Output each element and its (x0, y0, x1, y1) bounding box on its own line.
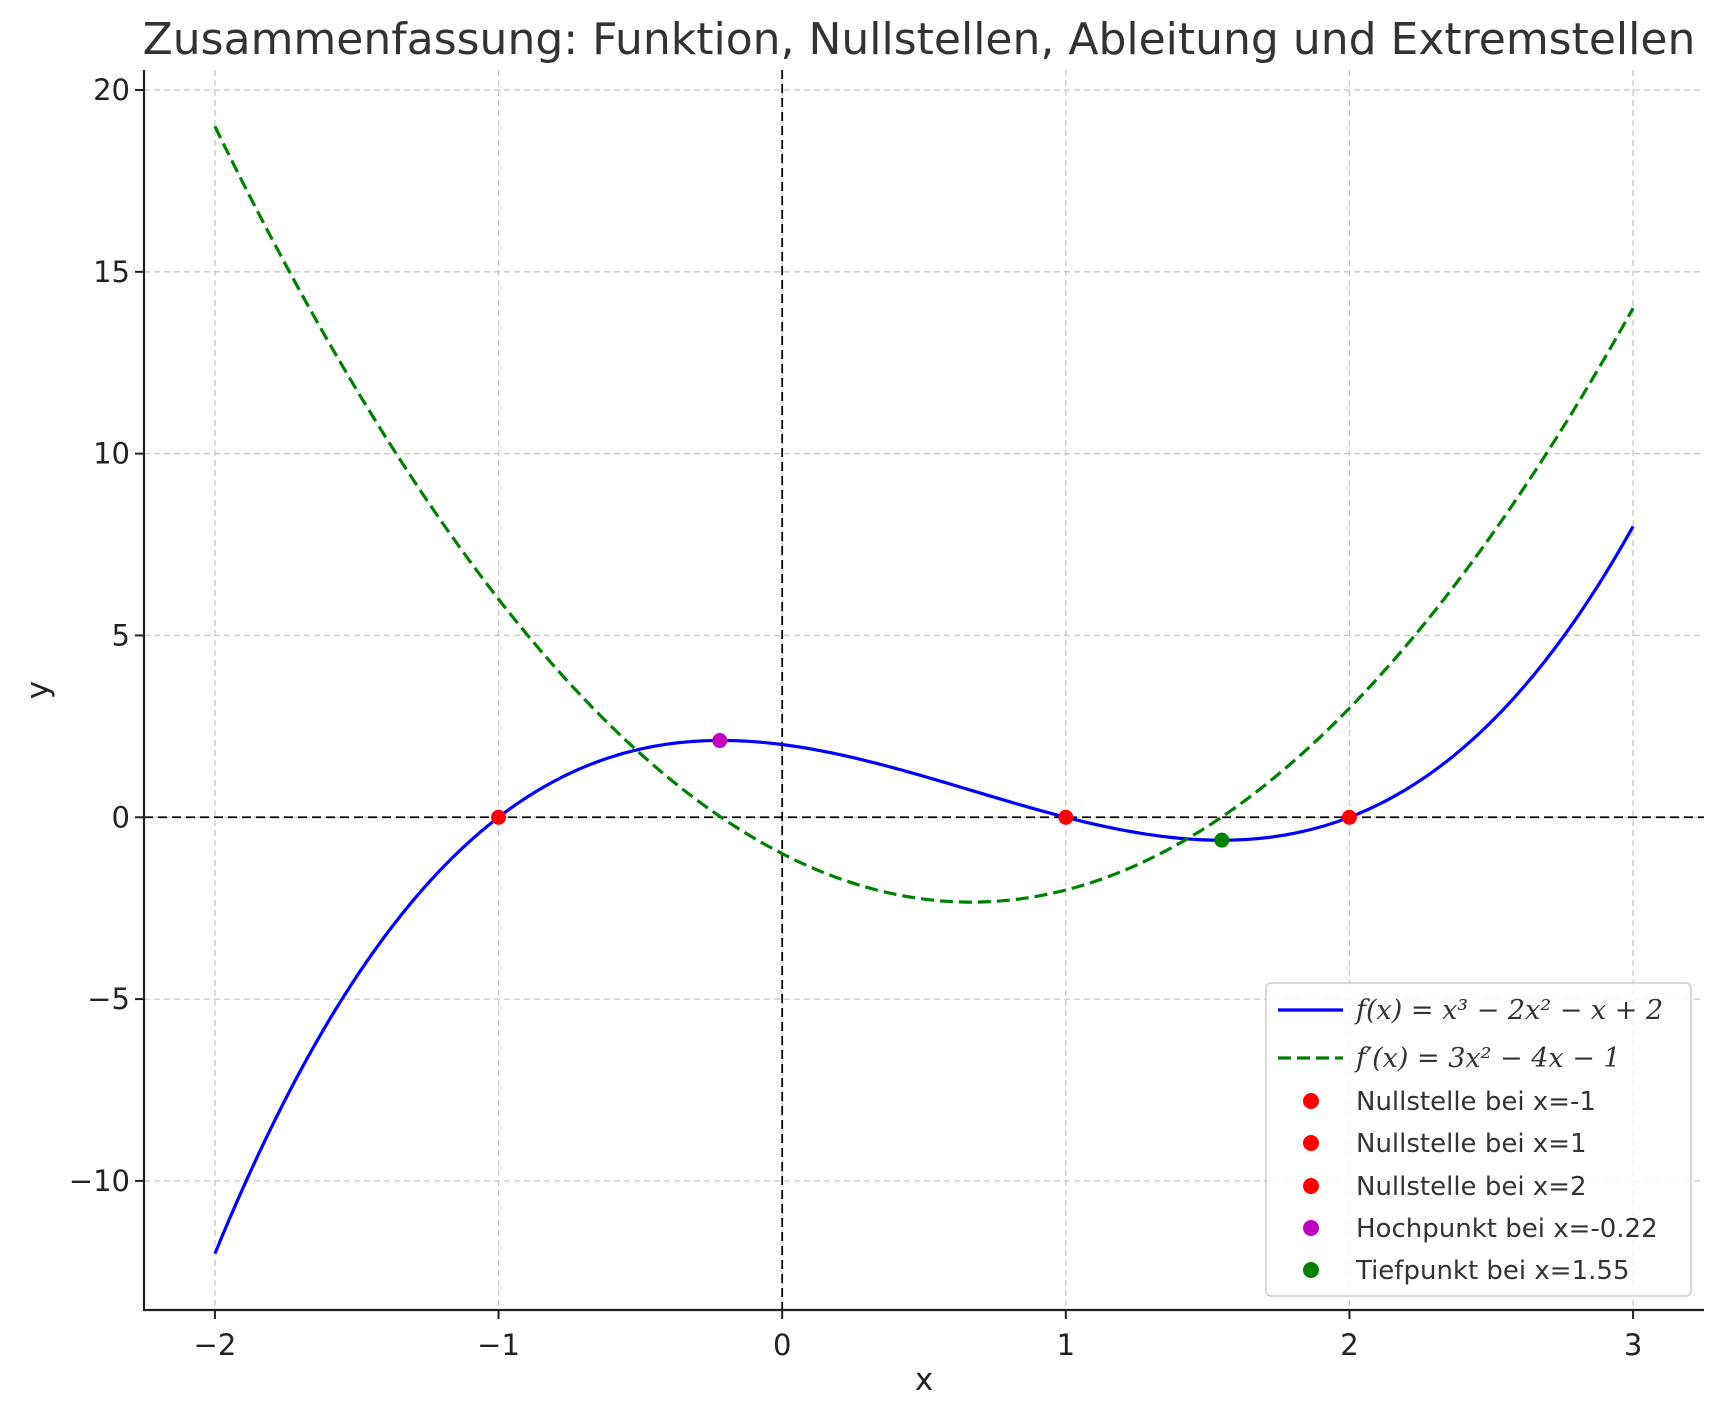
legend-entry-label: f′(x) = 3x² − 4x − 1 (1354, 1043, 1621, 1074)
chart-title: Zusammenfassung: Funktion, Nullstellen, … (143, 14, 1696, 65)
marker-point (491, 809, 507, 825)
legend-swatch-dot (1303, 1135, 1319, 1151)
legend-swatch-dot (1303, 1220, 1319, 1236)
x-tick-label: 3 (1624, 1328, 1642, 1362)
x-tick-label: −2 (194, 1328, 237, 1362)
marker-point (712, 733, 728, 749)
x-tick-label: 1 (1057, 1328, 1075, 1362)
marker-point (1341, 809, 1357, 825)
x-axis-label: x (915, 1362, 933, 1398)
series-f-line (213, 525, 1635, 1255)
legend: f(x) = x³ − 2x² − x + 2 f′(x) = 3x² − 4x … (1265, 982, 1692, 1297)
legend-frame (1265, 982, 1692, 1297)
marker-point (1058, 809, 1074, 825)
y-tick-label: 0 (112, 800, 130, 834)
legend-entry-label: f(x) = x³ − 2x² − x + 2 (1354, 995, 1663, 1026)
x-tick-label: 0 (773, 1328, 791, 1362)
legend-entry-label: Hochpunkt bei x=-0.22 (1356, 1214, 1658, 1244)
legend-entry-label: Nullstelle bei x=-1 (1356, 1087, 1596, 1117)
legend-entry-label: Tiefpunkt bei x=1.55 (1355, 1256, 1629, 1286)
y-tick-label: 20 (93, 73, 130, 107)
x-tick-label: 2 (1340, 1328, 1358, 1362)
series-fprime-line (213, 125, 1635, 904)
y-tick-label: −5 (87, 982, 130, 1016)
axes (142, 70, 1704, 1312)
points-layer (491, 733, 1357, 848)
y-tick-label: 15 (93, 255, 130, 289)
legend-swatch-dot (1303, 1093, 1319, 1109)
marker-point (1214, 832, 1230, 848)
y-ticks: −10 −5 0 5 10 15 20 (69, 73, 144, 1198)
zero-lines (144, 70, 1704, 1310)
y-axis-label: y (20, 681, 56, 699)
legend-swatch-dot (1303, 1178, 1319, 1194)
x-tick-label: −1 (477, 1328, 520, 1362)
y-tick-label: 5 (112, 618, 130, 652)
series-layer (213, 125, 1635, 1255)
x-ticks: −2 −1 0 1 2 3 (194, 1310, 1642, 1362)
y-tick-label: 10 (93, 437, 130, 471)
legend-swatch-dot (1303, 1262, 1319, 1278)
y-tick-label: −10 (69, 1164, 130, 1198)
axis-spines (142, 70, 1704, 1312)
legend-entry-label: Nullstelle bei x=1 (1356, 1129, 1587, 1159)
legend-entry-label: Nullstelle bei x=2 (1356, 1172, 1587, 1202)
